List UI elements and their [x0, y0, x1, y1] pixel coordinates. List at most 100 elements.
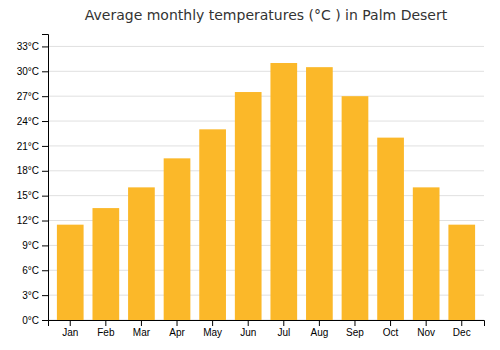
x-tick-label: Dec: [453, 327, 471, 338]
x-tick-label: Oct: [383, 327, 399, 338]
y-tick: 15°C: [17, 190, 48, 201]
x-tick-mark: [70, 320, 71, 326]
y-tick-label: 30°C: [17, 66, 39, 77]
x-tick-mark: [426, 320, 427, 326]
x-tick-mark: [105, 320, 106, 326]
grid-line: [48, 145, 484, 146]
grid-line: [48, 71, 484, 72]
x-tick-label: Jul: [277, 327, 290, 338]
x-axis-line: [49, 321, 485, 327]
x-tick: Mar: [133, 320, 151, 338]
y-axis-line: [42, 35, 49, 321]
x-tick-mark: [461, 320, 462, 326]
y-tick: 9°C: [22, 240, 48, 251]
x-tick-mark: [390, 320, 391, 326]
x-tick: Sep: [346, 320, 364, 338]
y-tick-mark: [42, 245, 48, 246]
x-tick: Feb: [97, 320, 115, 338]
bar: [413, 187, 440, 320]
y-tick-label: 27°C: [17, 91, 39, 102]
plot-area: Jan Feb Mar Apr May Jun Jul Aug Sep Oct Nov Dec 0°C 3…: [17, 35, 485, 339]
x-tick-mark: [248, 320, 249, 326]
x-tick-mark: [319, 320, 320, 326]
x-tick: May: [203, 320, 222, 338]
bar: [306, 67, 333, 320]
y-tick-mark: [42, 171, 48, 172]
y-axis: 0°C 3°C 6°C 9°C 12°C 15°C 18°C 21°C 24°C 27°C 30°C…: [17, 35, 49, 326]
y-tick-label: 33°C: [17, 41, 39, 52]
x-tick-mark: [141, 320, 142, 326]
x-tick-label: Feb: [97, 327, 115, 338]
y-tick-label: 9°C: [22, 240, 39, 251]
x-tick-mark: [212, 320, 213, 326]
x-tick-label: Jun: [240, 327, 256, 338]
x-tick: Nov: [417, 320, 435, 338]
y-tick: 12°C: [17, 215, 48, 226]
bar: [270, 63, 297, 320]
bar: [448, 225, 475, 320]
grid-line: [48, 170, 484, 171]
bar: [128, 187, 155, 320]
bar: [235, 92, 262, 320]
y-tick-label: 12°C: [17, 215, 39, 226]
bar: [199, 129, 226, 320]
bar: [342, 96, 369, 320]
grid-line: [48, 121, 484, 122]
y-tick: 18°C: [17, 165, 48, 176]
x-tick: Jun: [240, 320, 256, 338]
y-tick: 21°C: [17, 141, 48, 152]
y-tick-mark: [42, 96, 48, 97]
y-tick-label: 6°C: [22, 265, 39, 276]
chart-svg: Jan Feb Mar Apr May Jun Jul Aug Sep Oct Nov Dec 0°C 3…: [0, 0, 500, 350]
chart-container: Jan Feb Mar Apr May Jun Jul Aug Sep Oct Nov Dec 0°C 3…: [0, 0, 500, 350]
y-tick-label: 21°C: [17, 141, 39, 152]
x-tick: Dec: [453, 320, 471, 338]
bar: [92, 208, 119, 320]
y-tick-label: 3°C: [22, 290, 39, 301]
grid-line: [48, 96, 484, 97]
x-tick: Apr: [169, 320, 185, 338]
y-tick-label: 18°C: [17, 165, 39, 176]
y-tick-mark: [42, 295, 48, 296]
y-tick-label: 15°C: [17, 190, 39, 201]
x-tick: Jul: [277, 320, 290, 338]
x-tick-label: Mar: [133, 327, 151, 338]
grid-line: [48, 46, 484, 47]
x-tick-label: Aug: [310, 327, 328, 338]
y-tick: 3°C: [22, 290, 48, 301]
y-tick: 24°C: [17, 116, 48, 127]
y-tick-mark: [42, 270, 48, 271]
x-tick: Oct: [383, 320, 399, 338]
y-tick: 30°C: [17, 66, 48, 77]
x-axis: Jan Feb Mar Apr May Jun Jul Aug Sep Oct Nov Dec: [49, 320, 485, 338]
y-tick-mark: [42, 71, 48, 72]
y-tick: 0°C: [22, 315, 48, 326]
y-tick: 27°C: [17, 91, 48, 102]
y-tick-mark: [42, 146, 48, 147]
x-tick-label: Apr: [169, 327, 185, 338]
y-tick-label: 24°C: [17, 116, 39, 127]
y-tick-label: 0°C: [22, 315, 39, 326]
grid: [48, 46, 484, 320]
x-tick: Aug: [310, 320, 328, 338]
y-tick-mark: [42, 320, 48, 321]
y-tick: 6°C: [22, 265, 48, 276]
bar: [377, 138, 404, 320]
x-tick: Jan: [62, 320, 78, 338]
x-tick-label: Sep: [346, 327, 364, 338]
y-tick-mark: [42, 196, 48, 197]
x-tick-label: May: [203, 327, 222, 338]
x-tick-mark: [354, 320, 355, 326]
x-tick-mark: [283, 320, 284, 326]
bar: [57, 225, 84, 320]
y-tick: 33°C: [17, 41, 48, 52]
bar: [164, 158, 191, 320]
y-tick-mark: [42, 221, 48, 222]
x-tick-label: Nov: [417, 327, 435, 338]
bars: [57, 63, 475, 320]
x-tick-label: Jan: [62, 327, 78, 338]
title: Average monthly temperatures (°C ) in Pa…: [85, 7, 448, 23]
y-tick-mark: [42, 46, 48, 47]
x-tick-mark: [177, 320, 178, 326]
y-tick-mark: [42, 121, 48, 122]
